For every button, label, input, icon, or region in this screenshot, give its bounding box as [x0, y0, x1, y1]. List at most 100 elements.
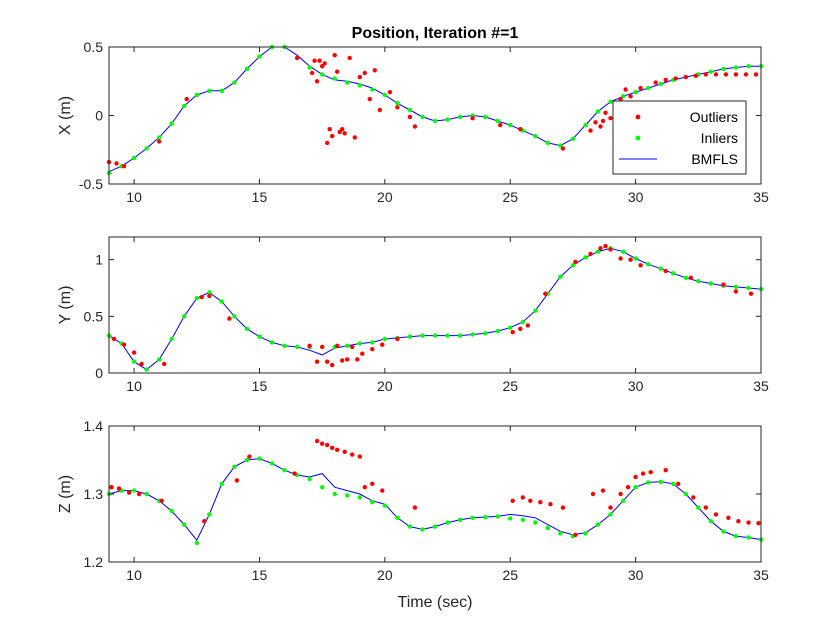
- outliers-point: [395, 336, 400, 342]
- plot-area: [106, 243, 764, 372]
- inliers-point: [320, 72, 325, 77]
- inliers-point: [370, 340, 375, 345]
- inliers-point: [357, 83, 362, 88]
- inliers-point: [169, 121, 174, 126]
- x-tick-label: 20: [377, 378, 393, 394]
- inliers-point: [432, 333, 438, 338]
- inliers-point: [182, 314, 187, 319]
- inliers-point: [545, 525, 550, 531]
- outliers-point: [756, 521, 761, 526]
- inliers-point: [646, 85, 651, 91]
- legend-box: [612, 100, 747, 175]
- outliers-point: [518, 326, 523, 331]
- outliers-point: [676, 481, 681, 486]
- outliers-point: [322, 61, 327, 66]
- legend: Outliers Inliers BMFLS: [612, 100, 747, 175]
- inliers-point: [382, 92, 387, 98]
- outliers-point: [748, 291, 754, 296]
- inliers-point: [533, 133, 538, 139]
- inliers-point: [332, 76, 337, 81]
- subplot-y-position: 10 15 20 25 30 35 0 0.5 1 Y (m): [57, 236, 769, 394]
- outliers-point: [498, 122, 503, 128]
- outliers-point: [320, 344, 325, 350]
- legend-label: BMFLS: [691, 151, 738, 167]
- inliers-point: [683, 275, 688, 280]
- inliers-point: [345, 493, 350, 498]
- inliers-point: [294, 344, 300, 350]
- y-tick-label: 0.5: [84, 39, 104, 55]
- outliers-point: [412, 124, 418, 129]
- outliers-point: [543, 291, 548, 296]
- outliers-point: [377, 107, 382, 113]
- inliers-point: [746, 63, 751, 69]
- outliers-point: [342, 449, 347, 454]
- outliers-point: [407, 114, 413, 120]
- outliers-point: [370, 347, 375, 352]
- inliers-point: [131, 488, 137, 493]
- inliers-point: [495, 514, 500, 519]
- inliers-point: [733, 284, 739, 290]
- outliers-point: [162, 361, 167, 367]
- y-tick-label: 0: [95, 365, 103, 381]
- inliers-point: [131, 359, 137, 364]
- inliers-point: [395, 101, 400, 106]
- outliers-point: [350, 452, 355, 457]
- outliers-point: [131, 350, 137, 355]
- outliers-point: [292, 471, 297, 476]
- inliers-point: [708, 69, 713, 74]
- inliers-point: [395, 515, 400, 520]
- outliers-point: [628, 257, 633, 262]
- inliers-point: [269, 340, 275, 345]
- inliers-point: [244, 66, 250, 72]
- inliers-point: [746, 535, 751, 540]
- outliers-point: [603, 243, 608, 249]
- outliers-point: [663, 468, 668, 473]
- x-tick-label: 30: [628, 189, 644, 205]
- inliers-point: [345, 343, 350, 348]
- outliers-point: [653, 80, 658, 85]
- outliers-point: [332, 53, 337, 58]
- outliers-point: [312, 58, 317, 63]
- outliers-point: [470, 116, 475, 121]
- inliers-point: [483, 114, 488, 120]
- outliers-point: [560, 505, 566, 510]
- outliers-point: [109, 485, 114, 490]
- y-axis-label: X (m): [57, 96, 74, 135]
- legend-item-inliers: Inliers: [635, 130, 738, 146]
- subplot-z-position: 10 15 20 25 30 35 1.2 1.3 1.4 Z (m): [57, 418, 769, 583]
- outliers-point: [350, 344, 355, 350]
- inliers-point: [683, 491, 688, 497]
- inliers-point: [232, 80, 237, 85]
- outliers-point: [510, 330, 515, 335]
- outliers-point: [387, 90, 393, 95]
- inliers-point: [194, 296, 199, 301]
- inliers-point: [157, 357, 162, 362]
- outliers-point: [663, 268, 668, 274]
- inliers-point: [219, 299, 224, 304]
- inliers-point: [207, 88, 212, 94]
- inliers-point: [144, 367, 149, 372]
- outliers-point: [352, 135, 357, 140]
- inliers-point: [708, 281, 713, 286]
- outliers-point: [726, 515, 731, 520]
- plot-area: [106, 438, 764, 546]
- inliers-point: [219, 88, 224, 94]
- inliers-point: [182, 103, 187, 109]
- legend-marker: [635, 114, 641, 120]
- outliers-point: [157, 139, 162, 144]
- chart-title: Position, Iteration #=1: [352, 25, 519, 42]
- y-tick-label: -0.5: [79, 176, 103, 192]
- outliers-point: [640, 471, 646, 476]
- outliers-point: [335, 69, 340, 74]
- inliers-point: [144, 146, 149, 151]
- outliers-point: [199, 294, 204, 300]
- outliers-point: [588, 128, 593, 133]
- inliers-point: [671, 481, 676, 486]
- inliers-point: [721, 529, 726, 534]
- outliers-point: [733, 72, 739, 77]
- inliers-point: [420, 527, 425, 532]
- inliers-point: [583, 531, 588, 536]
- x-tick-label: 35: [753, 567, 769, 583]
- inliers-point: [595, 109, 601, 114]
- outliers-point: [317, 58, 322, 63]
